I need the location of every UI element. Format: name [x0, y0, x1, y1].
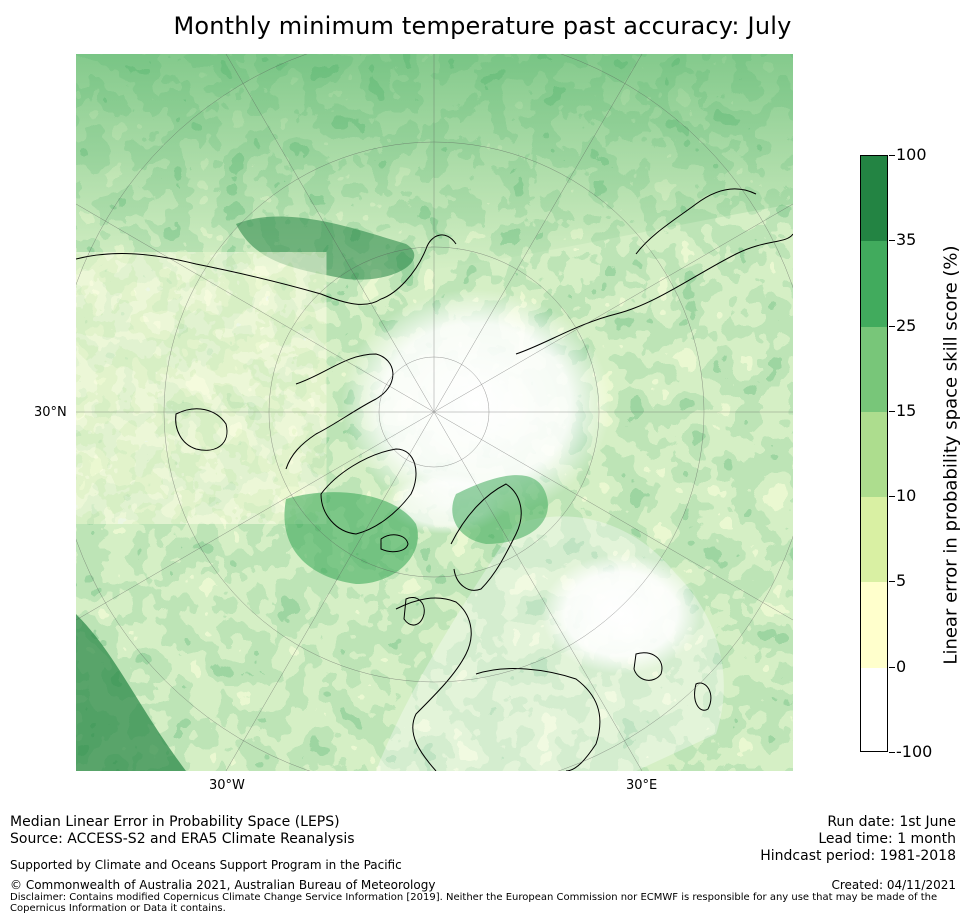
colorbar-segment [861, 582, 887, 669]
colorbar-tick-label: 35 [896, 230, 917, 250]
barents-high [452, 475, 548, 544]
colorbar-tick-mark [889, 240, 895, 242]
lat-label-30n: 30°N [34, 405, 67, 420]
footer-support: Supported by Climate and Oceans Support … [10, 858, 402, 872]
coast-scandinavia [450, 483, 522, 591]
polar-map [76, 54, 793, 771]
colorbar-tick-mark [889, 581, 895, 583]
coast-black-caspian [633, 652, 712, 711]
chart-title: Monthly minimum temperature past accurac… [173, 12, 792, 40]
footer-method: Median Linear Error in Probability Space… [10, 814, 340, 830]
north-atlantic-high [284, 492, 418, 584]
coast-kamchatka [635, 188, 757, 255]
footer-disclaimer: Disclaimer: Contains modified Copernicus… [10, 892, 938, 914]
footer-run-date: Run date: 1st June [827, 814, 956, 830]
coast-british-isles [403, 597, 425, 626]
colorbar-segment [861, 326, 887, 413]
footer-created: Created: 04/11/2021 [831, 878, 956, 892]
lon-label-30e: 30°E [626, 778, 658, 793]
colorbar-tick-label: 10 [896, 486, 917, 506]
colorbar [860, 155, 888, 752]
colorbar-tick-label: 100 [896, 145, 927, 164]
coast-north-america [76, 234, 457, 305]
footer-lead-time: Lead time: 1 month [818, 831, 956, 847]
coast-siberia [515, 233, 793, 355]
colorbar-tick-mark [889, 155, 895, 156]
colorbar-segment [861, 241, 887, 328]
graticule [76, 54, 793, 771]
high-skill-pacific [236, 216, 415, 280]
colorbar-segment [861, 156, 887, 243]
north-pacific-band [76, 54, 793, 274]
colorbar-tick-mark [889, 752, 895, 753]
colorbar-tick-mark [889, 666, 895, 668]
colorbar-title: Linear error in probability space skill … [940, 245, 962, 665]
coast-greenland [320, 448, 417, 535]
siberia-low-skill [541, 554, 701, 674]
colorbar-tick-mark [889, 410, 895, 412]
colorbar-tick-mark [889, 325, 895, 327]
colorbar-tick-label: 15 [896, 400, 917, 420]
colorbar-tick-label: -100 [896, 742, 933, 761]
colorbar-tick-label: 0 [896, 656, 907, 676]
map-svg [76, 54, 793, 771]
colorbar-segment [861, 497, 887, 584]
coast-hudson [175, 408, 228, 451]
footer-copyright: © Commonwealth of Australia 2021, Austra… [10, 878, 436, 892]
lon-label-30w: 30°W [209, 778, 245, 793]
colorbar-tick-mark [889, 496, 895, 498]
colorbar-tick-label: 25 [896, 315, 917, 335]
coast-europe [395, 597, 472, 771]
high-skill-corner [76, 614, 186, 771]
footer-source: Source: ACCESS-S2 and ERA5 Climate Reana… [10, 831, 355, 847]
coast-iceland [380, 534, 409, 553]
colorbar-segment [861, 667, 887, 751]
polar-low-skill [341, 289, 611, 519]
colorbar-tick-label: 5 [896, 571, 907, 591]
colorbar-segment [861, 411, 887, 499]
footer-hindcast: Hindcast period: 1981-2018 [760, 848, 956, 864]
